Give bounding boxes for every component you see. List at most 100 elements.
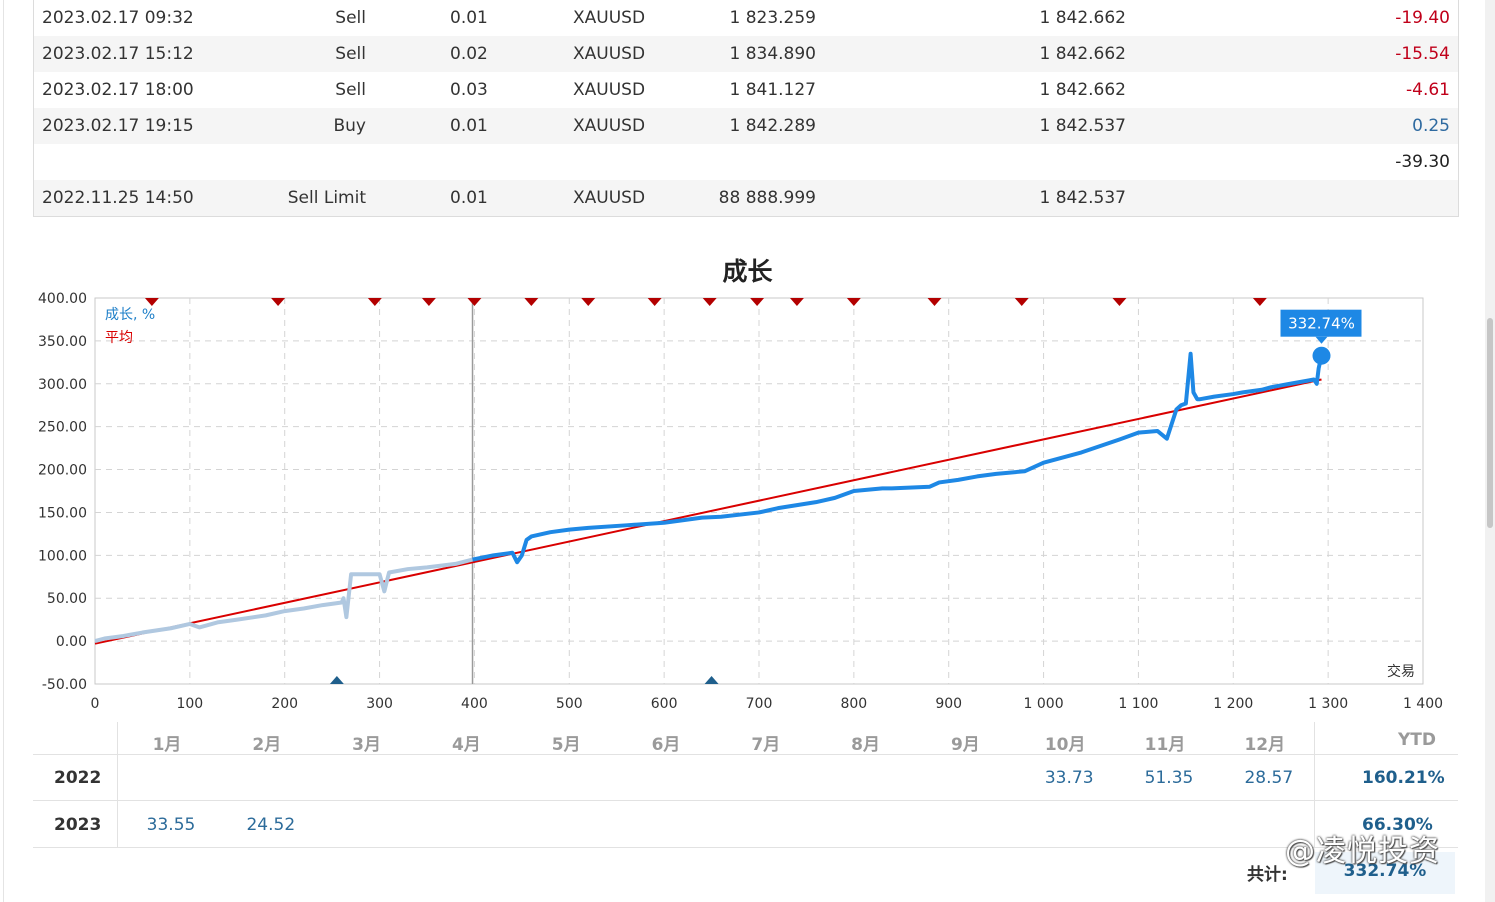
trade-type: Sell — [335, 44, 366, 64]
y-tick-label: 250.00 — [38, 420, 87, 436]
trade-current-price: 1 842.662 — [1039, 80, 1126, 100]
trade-row: 2022.11.25 14:50 Sell Limit 0.01 XAUUSD 88 8… — [34, 180, 1458, 216]
year-column-divider — [117, 722, 118, 848]
trade-symbol: XAUUSD — [573, 116, 646, 136]
y-tick-label: 150.00 — [38, 505, 87, 521]
x-tick-label: 900 — [935, 696, 962, 712]
trade-volume: 0.03 — [450, 80, 488, 100]
x-axis-label: 交易 — [1387, 663, 1415, 680]
trade-profit: -4.61 — [1406, 80, 1450, 100]
end-value-box — [1280, 309, 1362, 337]
ytd-header: YTD — [1398, 730, 1437, 750]
trade-row: 2023.02.17 19:15 Buy 0.01 XAUUSD 1 842.289 1 … — [34, 108, 1458, 144]
y-tick-label: 100.00 — [38, 548, 87, 564]
year-label: 2023 — [54, 815, 102, 835]
month-value: 28.57 — [1244, 768, 1294, 788]
legend-growth: 成长, % — [105, 307, 155, 323]
deposit-marker — [467, 298, 482, 306]
y-tick-label: 200.00 — [38, 463, 87, 479]
trade-open-price: 88 888.999 — [718, 188, 816, 208]
trade-volume: 0.02 — [450, 44, 488, 64]
month-header: 11月 — [1144, 735, 1186, 755]
x-tick-label: 1 300 — [1308, 696, 1348, 712]
month-header: 12月 — [1244, 735, 1286, 755]
legend-average: 平均 — [105, 330, 133, 346]
end-value-label: 332.74% — [1288, 315, 1355, 333]
x-tick-label: 700 — [746, 696, 773, 712]
trade-current-price: 1 842.662 — [1039, 8, 1126, 28]
trade-profit: 0.25 — [1412, 116, 1450, 136]
deposit-marker — [647, 298, 662, 306]
ytd-value: 66.30% — [1362, 815, 1433, 835]
scrollbar-thumb[interactable] — [1487, 318, 1493, 528]
trade-volume: 0.01 — [450, 188, 488, 208]
trade-time: 2023.02.17 19:15 — [42, 116, 194, 136]
month-header: 1月 — [152, 735, 182, 755]
trade-open-price: 1 841.127 — [729, 80, 816, 100]
month-header: 8月 — [851, 735, 881, 755]
deposit-marker — [702, 298, 717, 306]
month-header: 2月 — [252, 735, 282, 755]
trade-row: 2023.02.17 15:12 Sell 0.02 XAUUSD 1 834.890 1… — [34, 36, 1458, 72]
month-value: 51.35 — [1144, 768, 1194, 788]
x-tick-label: 300 — [366, 696, 393, 712]
y-tick-label: 0.00 — [56, 634, 87, 650]
deposit-marker — [144, 298, 159, 306]
table-divider — [33, 754, 1458, 755]
month-header: 7月 — [751, 735, 781, 755]
monthly-returns-table: 1月 2月 3月 4月 5月 6月 7月 8月 9月 10月 11月 12月 YTD 2022 33.73 5… — [33, 722, 1458, 882]
month-header: 9月 — [950, 735, 980, 755]
open-trades-table: 2023.02.17 09:32 Sell 0.01 XAUUSD 1 823.259 1… — [33, 0, 1459, 217]
trade-type: Buy — [333, 116, 367, 136]
y-tick-label: 50.00 — [47, 591, 87, 607]
trade-profit: -19.40 — [1395, 8, 1450, 28]
trade-symbol: XAUUSD — [573, 8, 646, 28]
total-value: 332.74% — [1315, 852, 1455, 894]
month-header: 10月 — [1044, 735, 1086, 755]
deposit-marker — [581, 298, 596, 306]
trade-current-price: 1 842.537 — [1039, 116, 1126, 136]
trade-time: 2023.02.17 15:12 — [42, 44, 194, 64]
deposit-marker — [750, 298, 765, 306]
x-tick-label: 600 — [651, 696, 678, 712]
chart-title: 成长 — [722, 257, 773, 286]
x-tick-label: 1 100 — [1118, 696, 1158, 712]
end-value-pointer — [1315, 336, 1328, 344]
watermark: @凌悦投资 — [1285, 834, 1440, 869]
x-tick-label: 1 400 — [1403, 696, 1443, 712]
month-header: 3月 — [352, 735, 382, 755]
trade-current-price: 1 842.537 — [1039, 188, 1126, 208]
year-label: 2022 — [54, 768, 102, 788]
x-tick-label: 0 — [91, 696, 100, 712]
trade-current-price: 1 842.662 — [1039, 44, 1126, 64]
trade-open-price: 1 823.259 — [729, 8, 816, 28]
trade-open-price: 1 834.890 — [729, 44, 816, 64]
deposit-marker — [367, 298, 382, 306]
x-tick-label: 200 — [271, 696, 298, 712]
table-divider — [33, 800, 1458, 801]
page-left-border — [3, 0, 4, 902]
y-tick-label: 400.00 — [38, 291, 87, 307]
deposit-marker — [524, 298, 539, 306]
month-value: 24.52 — [246, 815, 296, 835]
vertical-scrollbar[interactable] — [1485, 0, 1495, 902]
deposit-marker — [271, 298, 286, 306]
month-value: 33.73 — [1044, 768, 1094, 788]
trade-profit: -15.54 — [1395, 44, 1450, 64]
trade-symbol: XAUUSD — [573, 44, 646, 64]
month-value: 33.55 — [146, 815, 196, 835]
growth-endpoint — [1312, 346, 1331, 365]
trade-row: 2023.02.17 18:00 Sell 0.03 XAUUSD 1 841.127 1… — [34, 72, 1458, 108]
x-tick-label: 800 — [840, 696, 867, 712]
withdrawal-marker — [704, 676, 719, 684]
deposit-marker — [1014, 298, 1029, 306]
y-tick-label: 350.00 — [38, 334, 87, 350]
trade-type: Sell — [335, 80, 366, 100]
table-divider — [33, 847, 1458, 848]
trade-total-row: -39.30 — [34, 144, 1458, 180]
deposit-marker — [789, 298, 804, 306]
x-tick-label: 500 — [556, 696, 583, 712]
growth-line — [472, 351, 1324, 565]
x-tick-label: 1 000 — [1024, 696, 1064, 712]
average-line — [94, 378, 1322, 645]
